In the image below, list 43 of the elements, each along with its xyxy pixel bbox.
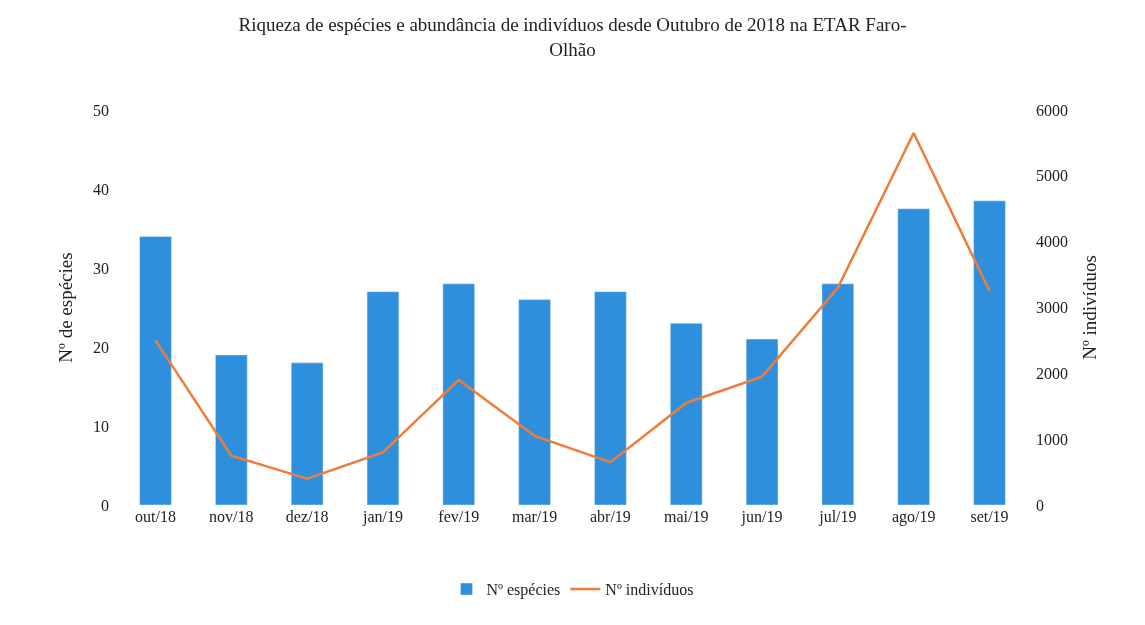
- x-tick-label: out/18: [135, 508, 176, 525]
- x-tick-label: ago/19: [891, 508, 936, 526]
- legend-label: Nº espécies: [486, 581, 561, 600]
- y-tick-label: 10: [93, 417, 109, 435]
- bar: [897, 208, 930, 505]
- bar: [215, 354, 248, 505]
- y-tick-label: 50: [93, 101, 109, 119]
- y-tick-label: 20: [93, 338, 109, 356]
- y2-tick-label: 0: [1036, 496, 1044, 514]
- bar: [594, 291, 627, 505]
- y2-tick-label: 6000: [1036, 101, 1068, 119]
- x-tick-label: abr/19: [589, 508, 631, 525]
- y2-axis-title: Nº indivíduos: [1078, 255, 1100, 360]
- y2-tick-label: 5000: [1036, 167, 1068, 185]
- x-tick-label: jan/19: [361, 508, 403, 526]
- x-tick-label: jul/19: [818, 508, 857, 526]
- y-tick-label: 0: [101, 496, 109, 514]
- y2-tick-label: 3000: [1036, 299, 1068, 317]
- bar: [442, 283, 475, 505]
- x-tick-label: set/19: [970, 508, 1009, 525]
- bar: [821, 283, 855, 505]
- x-tick-label: mar/19: [511, 508, 558, 525]
- x-tick-label: mai/19: [664, 508, 709, 525]
- bar: [290, 362, 324, 505]
- y2-tick-label: 4000: [1036, 233, 1068, 251]
- y2-tick-label: 1000: [1036, 430, 1068, 448]
- bar: [139, 236, 172, 505]
- bar: [670, 323, 703, 505]
- y-axis-title: Nº de espécies: [54, 252, 76, 363]
- bar: [366, 291, 400, 505]
- y2-tick-label: 2000: [1036, 364, 1068, 382]
- x-tick-label: nov/18: [209, 508, 254, 525]
- y-tick-label: 30: [93, 259, 109, 277]
- line-series: [154, 131, 991, 480]
- legend-label: Nº indivíduos: [605, 581, 694, 599]
- x-tick-label: fev/19: [438, 508, 480, 525]
- x-tick-label: dez/18: [285, 508, 329, 525]
- bar: [745, 338, 779, 505]
- bar: [973, 200, 1006, 505]
- x-tick-label: jun/19: [740, 508, 783, 526]
- bar: [518, 299, 551, 505]
- y-tick-label: 40: [93, 180, 109, 198]
- chart-title: Riqueza de espécies e abundância de indivíduos desde Outubro de 2018 na ETAR Faro-Olhão: [238, 14, 907, 60]
